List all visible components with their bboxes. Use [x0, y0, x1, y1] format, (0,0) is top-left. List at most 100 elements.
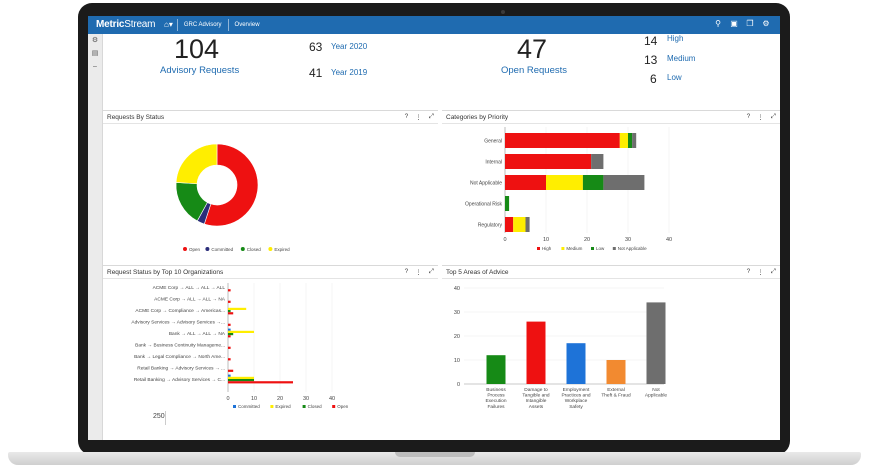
more-icon[interactable]: ⋮ [415, 114, 422, 121]
x-tick-10: 10 [543, 237, 549, 243]
legend-label-committed: Committed [238, 404, 260, 409]
brand-logo[interactable]: MetricStream [96, 19, 156, 30]
x-tick-line: Assets [529, 404, 544, 410]
legend-marker-open [183, 247, 187, 251]
search-icon[interactable]: ⚲ [715, 19, 721, 28]
copy-icon[interactable]: ❐ [746, 19, 754, 28]
bar-operational-risk-low [505, 196, 510, 211]
status-donut-chart: Open Committed Closed Expired [175, 143, 290, 252]
year-2020-link[interactable]: Year 2020 [331, 42, 368, 51]
low-value: 6 [650, 72, 657, 86]
y-tick-40: 40 [454, 286, 460, 292]
minus-icon[interactable]: – [93, 63, 97, 70]
open-requests-link[interactable]: Open Requests [501, 65, 568, 76]
advisory-total: 104 [174, 34, 220, 64]
slice-expired [175, 143, 218, 185]
x-tick-30: 30 [625, 237, 631, 243]
panel-actions: ? ⋮ ⤢ [405, 268, 434, 276]
x-tick-40: 40 [329, 396, 335, 402]
y-tick-general: General [484, 139, 502, 145]
bar-damage-to-tangible-and-intangible-assets [526, 321, 546, 384]
legend-label-high: High [542, 246, 552, 251]
advice-bar-chart: 0 10 20 30 40 Business Process Execution Failure… [454, 286, 668, 410]
advisory-requests-link[interactable]: Advisory Requests [160, 65, 240, 76]
laptop-base [8, 452, 861, 465]
comment-icon[interactable]: ▤ [91, 50, 99, 57]
legend-label-expired: Expired [275, 404, 291, 409]
y-tick-acme-corp-all-all-na: ACME Corp → ALL → ALL → NA [154, 297, 226, 303]
help-icon[interactable]: ? [746, 113, 751, 120]
expand-icon[interactable]: ⤢ [428, 113, 434, 120]
more-icon[interactable]: ⋮ [757, 114, 764, 121]
x-tick-damage-to-tangible-and-intangible-assets: Damage to Tangible and Intangible Assets [522, 387, 550, 410]
bar-advisory-services-advisory-services-open [228, 323, 231, 326]
y-tick-30: 30 [454, 310, 460, 316]
legend-marker-open [332, 405, 336, 408]
x-tick-line: External [607, 387, 625, 393]
settings-icon[interactable]: ⚙ [762, 19, 770, 28]
categories-by-priority-panel: Categories by Priority ? ⋮ ⤢ 0 10 20 30 40 Gene… [442, 110, 780, 259]
x-tick-business-process-execution-failures: Business Process Execution Failures [485, 387, 506, 410]
bar-general-not-applicable [632, 133, 637, 148]
app-screen: MetricStream ⌂▾ GRC Advisory Overview ⚲ … [88, 16, 780, 440]
laptop-notch [395, 452, 475, 457]
panel-title: Request Status by Top 10 Organizations [107, 269, 224, 276]
low-link[interactable]: Low [667, 73, 682, 82]
y-tick-bank-business-continuity-manageme: Bank → Business Continuity Manageme... [135, 343, 225, 349]
legend-marker-medium [561, 247, 565, 250]
x-tick-line: Employment [563, 387, 590, 393]
bar-retail-banking-advisory-services-c-expired [228, 376, 254, 379]
bar-acme-corp-compliance-americas-closed [228, 310, 231, 313]
home-icon[interactable]: ⌂▾ [164, 20, 173, 29]
medium-link[interactable]: Medium [667, 54, 696, 63]
y-tick-operational-risk: Operational Risk [465, 202, 502, 208]
org-status-panel: Request Status by Top 10 Organizations ?… [103, 265, 438, 440]
x-tick-external-theft-fraud: External Theft & Fraud [601, 387, 631, 399]
x-tick-line: Process [487, 393, 505, 399]
more-icon[interactable]: ⋮ [757, 269, 764, 276]
priority-bar-chart: 0 10 20 30 40 General Internal Not Applicable Op… [465, 127, 672, 251]
expand-icon[interactable]: ⤢ [770, 268, 776, 275]
breadcrumb-overview[interactable]: Overview [234, 22, 260, 28]
y-tick-advisory-services-advisory-services: Advisory Services → Advisory Services →.… [131, 320, 225, 326]
legend-marker-high [537, 247, 540, 250]
panel-actions: ? ⋮ ⤢ [747, 113, 776, 121]
toolbar: ⚲ ▣ ❐ ⚙ [714, 19, 770, 29]
high-link[interactable]: High [667, 34, 684, 43]
calendar-icon[interactable]: ▣ [730, 19, 738, 28]
help-icon[interactable]: ? [404, 268, 409, 275]
y-tick-retail-banking-advisory-services-c: Retail Banking → Advisory Services → C..… [134, 377, 225, 383]
breadcrumb-grc-advisory[interactable]: GRC Advisory [183, 22, 222, 28]
legend-label-committed: Committed [211, 247, 233, 252]
legend-label-closed: Closed [247, 247, 262, 252]
x-tick-20: 20 [277, 396, 283, 402]
bar-acme-corp-all-all-all-open [228, 289, 231, 292]
breadcrumb-separator [227, 19, 229, 31]
x-tick-30: 30 [303, 396, 309, 402]
breadcrumb: ⌂▾ GRC Advisory Overview [160, 17, 266, 33]
bar-bank-legal-compliance-north-ame-open [228, 358, 231, 361]
help-icon[interactable]: ? [746, 268, 751, 275]
legend-label-closed: Closed [308, 404, 323, 409]
x-tick-0: 0 [226, 396, 229, 402]
year-2019-link[interactable]: Year 2019 [331, 68, 368, 77]
high-value: 14 [644, 34, 658, 48]
y-tick-internal: Internal [485, 160, 502, 166]
settings-icon[interactable]: ⚙ [91, 37, 99, 44]
expand-icon[interactable]: ⤢ [770, 113, 776, 120]
panel-title: Top 5 Areas of Advice [446, 269, 509, 276]
bar-general-medium [619, 133, 628, 148]
y-tick-acme-corp-compliance-americas: ACME Corp → Compliance → Americas... [135, 308, 225, 314]
panel-divider [103, 278, 438, 279]
bar-internal-not-applicable [591, 154, 604, 169]
expand-icon[interactable]: ⤢ [428, 268, 434, 275]
y-tick-bank-legal-compliance-north-ame: Bank → Legal Compliance → North Ame... [134, 354, 225, 360]
bar-regulatory-high [505, 217, 514, 232]
panel-actions: ? ⋮ ⤢ [405, 113, 434, 121]
more-icon[interactable]: ⋮ [415, 269, 422, 276]
y-tick-bank-all-all-na: Bank → ALL → ALL → NA [169, 331, 226, 337]
legend-marker-expired [270, 405, 274, 408]
y-tick-20: 20 [454, 334, 460, 340]
dashboard-content: 104 Advisory Requests 63 Year 2020 41 Ye… [103, 34, 780, 440]
help-icon[interactable]: ? [404, 113, 409, 120]
